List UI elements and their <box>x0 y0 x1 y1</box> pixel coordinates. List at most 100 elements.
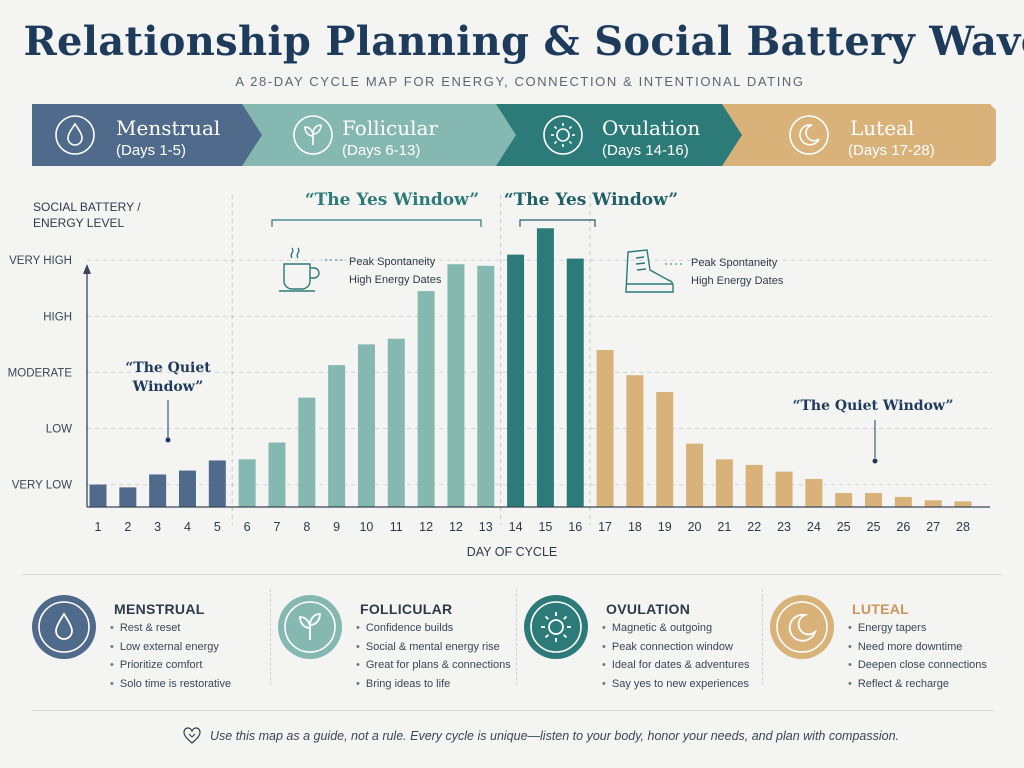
x-tick-label: 8 <box>303 520 310 534</box>
x-tick-label: 11 <box>390 520 403 534</box>
bar-day <box>775 471 793 507</box>
bar-day <box>954 501 972 507</box>
card-title: OVULATION <box>606 601 691 617</box>
y-axis-arrow <box>83 264 91 274</box>
list-item: Confidence builds <box>356 619 511 638</box>
x-tick-label: 17 <box>598 520 612 534</box>
card-divider <box>762 589 763 685</box>
card-list: Energy tapers Need more downtime Deepen … <box>848 619 987 693</box>
list-item: Reflect & recharge <box>848 675 987 694</box>
phase-segment-menstrual <box>32 104 264 166</box>
bar-day <box>865 492 883 507</box>
phase-summary-cards: MENSTRUAL Rest & reset Low external ener… <box>22 574 1002 705</box>
bar-day <box>686 443 704 507</box>
phase-ovulation: Ovulation (Days 14-16) <box>518 104 744 166</box>
bar-day <box>596 349 614 507</box>
x-tick-label: 12 <box>419 520 433 534</box>
card-title: LUTEAL <box>852 601 910 617</box>
x-tick-label: 24 <box>807 520 821 534</box>
quiet-right-pointer-dot <box>872 458 878 464</box>
bars-layer <box>89 228 972 507</box>
phase-dividers <box>231 195 591 525</box>
list-item: Great for plans & connections <box>356 656 511 675</box>
x-tick-label: 21 <box>717 520 731 534</box>
x-tick-label: 19 <box>658 520 672 534</box>
bar-day <box>656 392 674 507</box>
x-tick-label: 27 <box>926 520 940 534</box>
leaf-icon <box>293 115 333 155</box>
bar-day <box>268 442 286 507</box>
phase-name: Menstrual <box>116 116 221 140</box>
list-item: Say yes to new experiences <box>602 675 749 694</box>
phase-name: Luteal <box>850 116 915 140</box>
card-luteal: LUTEAL Energy tapers Need more downtime … <box>760 585 1000 695</box>
x-tick-label: 23 <box>777 520 791 534</box>
card-follicular: FOLLICULAR Confidence builds Social & me… <box>268 585 511 695</box>
grid-layer: VERY LOW LOW MODERATE HIGH VERY HIGH <box>8 255 992 492</box>
card-divider <box>270 589 271 685</box>
bar-day <box>238 459 256 507</box>
bar-day <box>417 291 435 507</box>
x-tick-label: 22 <box>747 520 761 534</box>
bar-day <box>119 487 137 507</box>
x-tick-label: 4 <box>184 520 191 534</box>
card-icon-badge <box>524 595 588 659</box>
list-item: Solo time is restorative <box>110 675 231 694</box>
bar-day <box>894 496 912 507</box>
bar-day <box>566 258 584 507</box>
quiet-window-left-line1: “The Quiet <box>125 360 211 376</box>
y-axis-label-line2: ENERGY LEVEL <box>33 216 124 230</box>
quiet-window-left-line2: Window” <box>132 379 204 395</box>
x-tick-label: 1 <box>95 520 102 534</box>
phase-name: Ovulation <box>602 116 701 140</box>
phase-follicular: Follicular (Days 6-13) <box>264 104 518 166</box>
phase-days: (Days 6-13) <box>342 142 421 159</box>
bar-day <box>745 464 763 507</box>
card-list: Confidence builds Social & mental energy… <box>356 619 511 693</box>
card-list: Magnetic & outgoing Peak connection wind… <box>602 619 750 694</box>
drop-icon <box>55 115 95 155</box>
x-tick-label: 13 <box>479 520 493 534</box>
bar-day <box>328 365 346 507</box>
x-tick-label: 25 <box>837 520 851 534</box>
moon-icon <box>776 601 828 653</box>
bar-day <box>208 460 226 507</box>
x-tick-label: 7 <box>273 520 280 534</box>
peak-note-left-line1: Peak Spontaneity <box>349 256 436 268</box>
bar-day <box>835 492 853 507</box>
bar-day <box>924 500 942 507</box>
page-title: Relationship Planning & Social Battery W… <box>23 18 1024 65</box>
card-icon-badge <box>278 595 342 659</box>
y-tick-label: LOW <box>46 423 72 435</box>
x-tick-label: 5 <box>214 520 221 534</box>
peak-note-right-line2: High Energy Dates <box>691 275 784 287</box>
bar-day <box>149 474 167 507</box>
footer-divider <box>32 710 994 711</box>
y-tick-label: VERY LOW <box>12 480 72 492</box>
ticks-layer: 1 2 3 4 5 6 7 8 9 10 11 12 12 13 14 15 16 17 18 19 20 21 22 23 2… <box>95 520 970 534</box>
phase-menstrual: Menstrual (Days 1-5) <box>32 104 264 166</box>
x-tick-label: 2 <box>124 520 131 534</box>
quiet-left-pointer-dot <box>165 437 171 443</box>
drop-icon <box>38 601 90 653</box>
list-item: Peak connection window <box>602 638 749 657</box>
card-title: FOLLICULAR <box>360 601 453 617</box>
x-tick-label: 3 <box>154 520 161 534</box>
sun-icon <box>530 601 582 653</box>
phase-banner: Menstrual (Days 1-5) Follicular (Days 6-… <box>32 104 996 166</box>
page-subtitle: A 28-DAY CYCLE MAP FOR ENERGY, CONNECTIO… <box>235 74 805 89</box>
x-tick-label: 26 <box>896 520 910 534</box>
y-tick-label: MODERATE <box>8 367 73 379</box>
list-item: Ideal for dates & adventures <box>602 656 750 675</box>
card-list: Rest & reset Low external energy Priorit… <box>110 619 231 693</box>
phase-segment-ovulation <box>496 104 744 166</box>
bar-day <box>626 375 644 507</box>
bar-day <box>447 264 465 507</box>
card-ovulation: OVULATION Magnetic & outgoing Peak conne… <box>514 585 754 695</box>
phase-days: (Days 1-5) <box>116 142 187 159</box>
card-divider <box>516 589 517 685</box>
x-tick-label: 25 <box>867 520 881 534</box>
card-icon-badge <box>32 595 96 659</box>
sun-icon <box>543 115 583 155</box>
leaf-icon <box>284 601 336 653</box>
